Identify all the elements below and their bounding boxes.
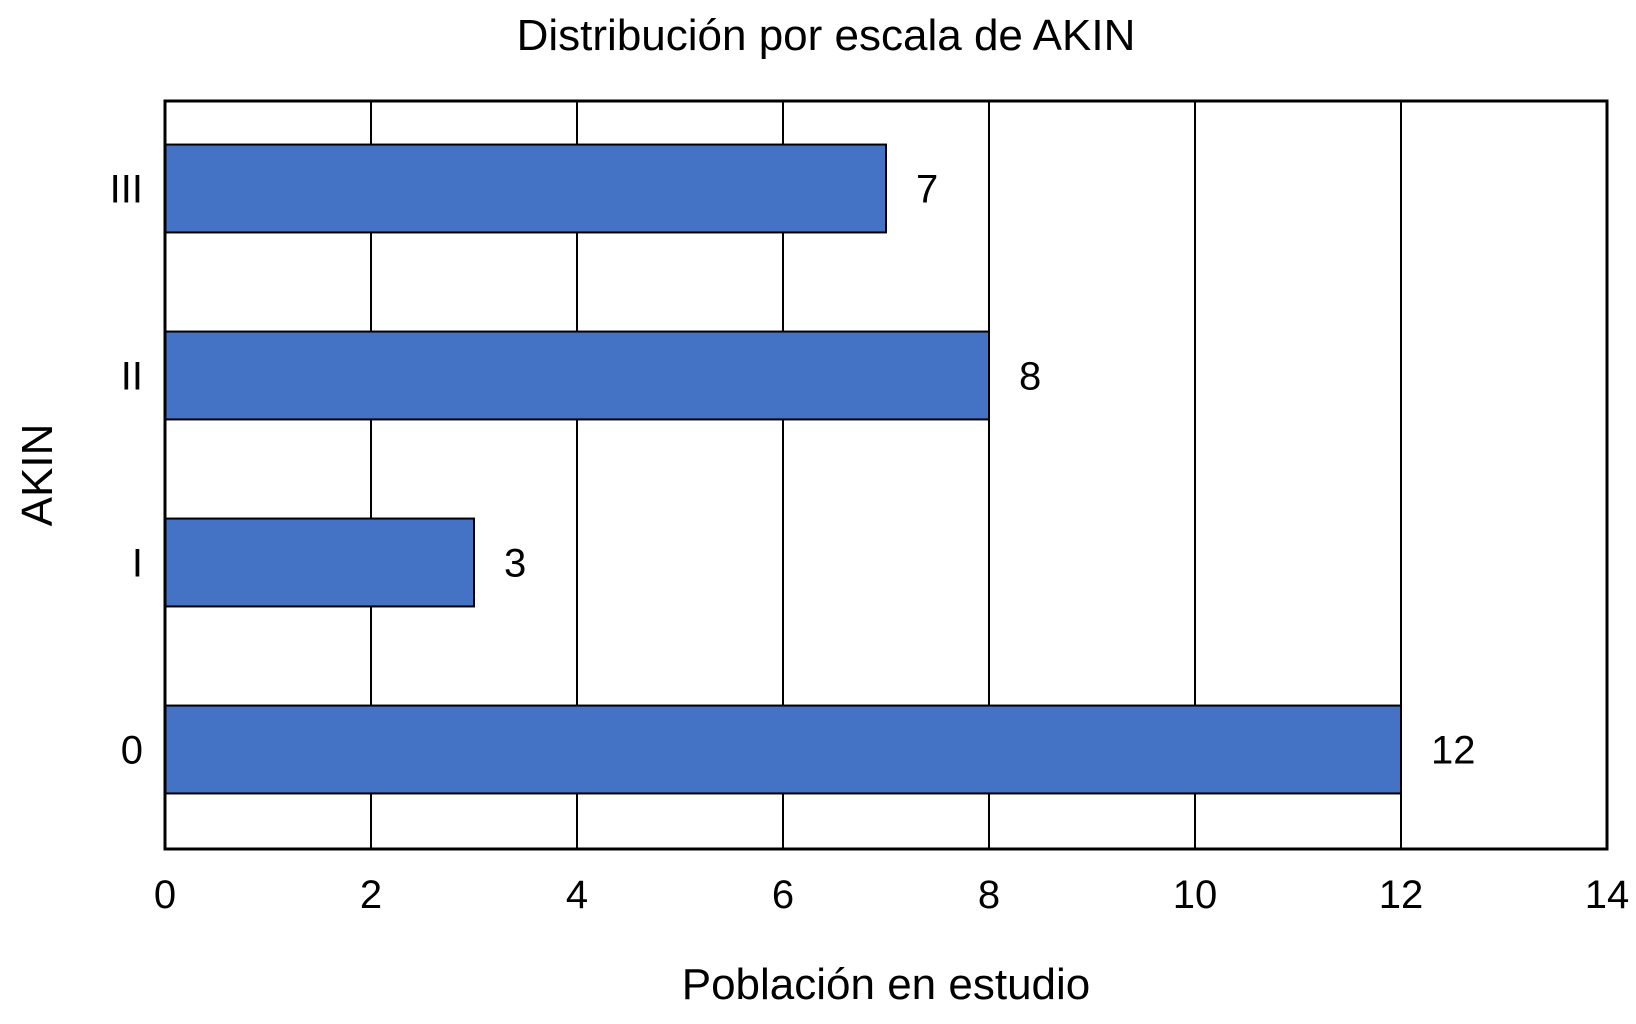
y-tick-label: II [121,355,143,399]
x-axis-title: Población en estudio [682,960,1091,1009]
chart-title: Distribución por escala de AKIN [517,11,1136,60]
bar-value-label: 3 [504,542,526,586]
y-tick-label: I [132,542,143,586]
bar-value-label: 8 [1019,355,1041,399]
bars [164,143,1402,795]
bar-akin-0 [164,704,1402,795]
x-tick-label: 2 [360,873,382,917]
x-tick-label: 6 [772,873,794,917]
data-labels: 12 3 8 7 [504,168,1476,773]
bar-akin-III [164,143,887,234]
y-tick-label: III [110,168,143,212]
x-tick-label: 8 [978,873,1000,917]
bar-value-label: 12 [1431,729,1476,773]
x-tick-label: 14 [1585,873,1630,917]
x-tick-label: 10 [1173,873,1218,917]
x-tick-label: 4 [566,873,588,917]
bar-value-label: 7 [916,168,938,212]
plot-area-frame [163,99,1609,851]
y-axis-title: AKIN [13,424,62,527]
bar-akin-I [164,517,475,608]
x-tick-label: 12 [1379,873,1424,917]
x-tick-labels: 0 2 4 6 8 10 12 14 [154,873,1629,917]
y-tick-label: 0 [121,729,143,773]
x-tick-label: 0 [154,873,176,917]
bar-akin-II [164,330,990,421]
